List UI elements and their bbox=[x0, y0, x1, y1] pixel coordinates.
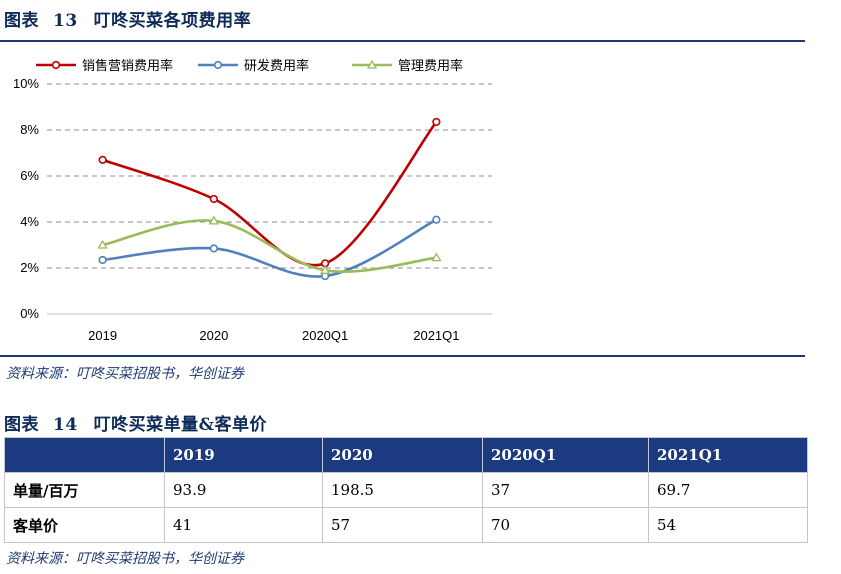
table-cell: 54 bbox=[648, 507, 808, 543]
table-cell: 93.9 bbox=[164, 472, 323, 508]
data-point bbox=[98, 255, 107, 265]
figure-14-source: 资料来源：叮咚买菜招股书，华创证券 bbox=[6, 551, 244, 567]
table-cell: 69.7 bbox=[648, 472, 808, 508]
column-header: 2019 bbox=[164, 437, 323, 473]
row-label: 客单价 bbox=[4, 507, 165, 543]
data-point bbox=[98, 155, 107, 164]
legend-marker bbox=[51, 60, 61, 70]
table-cell: 41 bbox=[164, 507, 323, 543]
column-header: 2021Q1 bbox=[648, 437, 808, 473]
table-cell: 57 bbox=[322, 507, 483, 543]
data-point bbox=[431, 252, 442, 262]
data-point bbox=[209, 244, 218, 253]
table-cell: 70 bbox=[482, 507, 649, 543]
y-tick-label: 8% bbox=[20, 122, 39, 137]
figure-13-top-rule bbox=[0, 40, 805, 42]
figure-13-title: 图表 13 叮咚买菜各项费用率 bbox=[4, 6, 251, 31]
figure-13-bottom-rule bbox=[0, 355, 805, 357]
legend-marker bbox=[213, 60, 223, 70]
figure-13-label: 图表 bbox=[4, 11, 39, 31]
series-line bbox=[102, 219, 437, 273]
expense-ratio-chart: 0% 2% 4% 6% 8% 10% 2019 2020 2020Q1 2021Q1 销售营销费用率… bbox=[13, 58, 492, 343]
y-tick-label: 0% bbox=[20, 306, 39, 321]
column-header: 2020Q1 bbox=[482, 437, 649, 473]
table-cell: 198.5 bbox=[322, 472, 483, 508]
data-point bbox=[432, 117, 441, 127]
data-point bbox=[208, 215, 219, 225]
figure-13-caption: 叮咚买菜各项费用率 bbox=[93, 11, 252, 31]
data-point bbox=[209, 194, 218, 204]
legend-label: 管理费用率 bbox=[398, 58, 463, 74]
x-tick-label: 2021Q1 bbox=[413, 328, 459, 343]
y-tick-label: 2% bbox=[20, 260, 39, 275]
figure-14-caption: 叮咚买菜单量&客单价 bbox=[93, 415, 268, 435]
series-line bbox=[102, 218, 437, 278]
x-tick-label: 2019 bbox=[88, 328, 117, 343]
column-header: 2020 bbox=[322, 437, 483, 473]
figure-14-label: 图表 bbox=[4, 415, 39, 435]
y-tick-label: 4% bbox=[20, 214, 39, 229]
figure-13-source: 资料来源：叮咚买菜招股书，华创证券 bbox=[6, 366, 244, 382]
table-cell: 37 bbox=[482, 472, 649, 508]
figure-14-title: 图表 14 叮咚买菜单量&客单价 bbox=[4, 410, 267, 435]
row-label: 单量/百万 bbox=[4, 472, 165, 508]
legend-label: 研发费用率 bbox=[244, 58, 309, 74]
column-header bbox=[4, 437, 165, 473]
y-tick-label: 6% bbox=[20, 168, 39, 183]
data-point bbox=[320, 264, 331, 274]
x-tick-label: 2020Q1 bbox=[302, 328, 348, 343]
orders-and-basket-table: 2019 2020 2020Q1 2021Q1 单量/百万 93.9 198.5… bbox=[4, 437, 808, 543]
x-tick-label: 2020 bbox=[199, 328, 228, 343]
y-tick-label: 10% bbox=[13, 76, 39, 91]
data-point bbox=[97, 239, 108, 249]
table-row: 单量/百万 93.9 198.5 37 69.7 bbox=[4, 472, 808, 508]
legend-label: 销售营销费用率 bbox=[82, 58, 173, 74]
table-header-row: 2019 2020 2020Q1 2021Q1 bbox=[4, 437, 808, 473]
legend-marker bbox=[366, 59, 378, 69]
figure-14-number: 14 bbox=[53, 415, 78, 435]
data-point bbox=[432, 215, 441, 224]
table-row: 客单价 41 57 70 54 bbox=[4, 507, 808, 543]
figure-13-number: 13 bbox=[53, 11, 78, 31]
